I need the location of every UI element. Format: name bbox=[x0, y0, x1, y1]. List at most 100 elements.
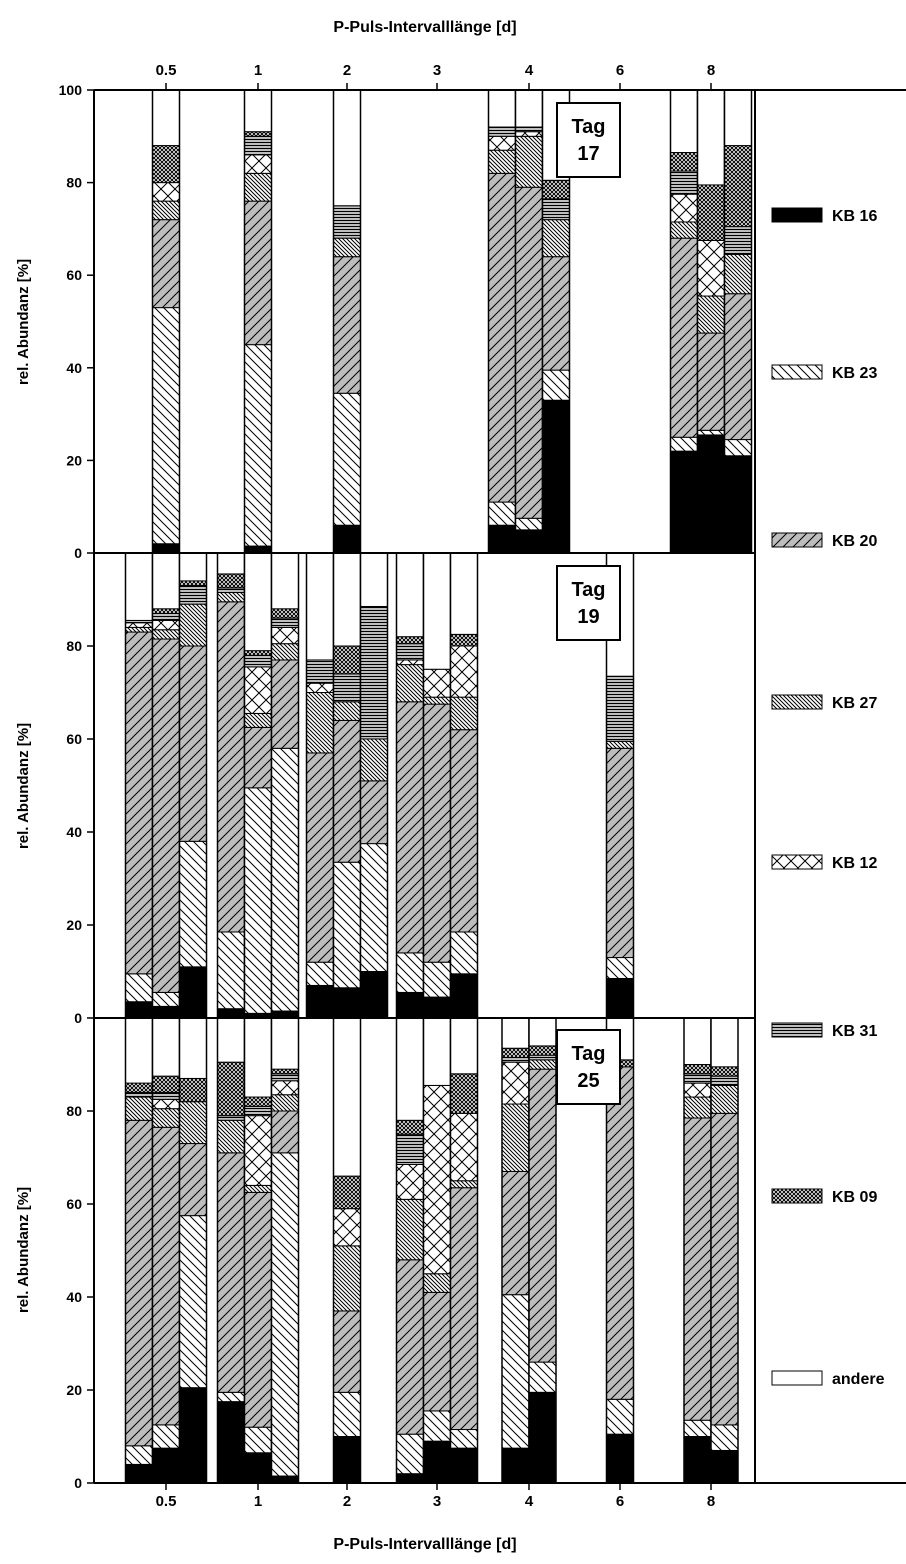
legend-label: KB 20 bbox=[832, 533, 877, 550]
bar bbox=[723, 89, 753, 554]
bar bbox=[696, 89, 726, 554]
legend-label: KB 27 bbox=[832, 695, 877, 712]
bar-segment-kb09 bbox=[271, 1068, 299, 1075]
bar-segment-kb20 bbox=[606, 747, 634, 959]
bar-segment-kb16 bbox=[423, 996, 451, 1019]
bar-segment-kb23 bbox=[306, 961, 334, 986]
legend-item-kb23: KB 23 bbox=[771, 364, 877, 382]
bar-segment-andere bbox=[152, 89, 180, 147]
legend-label: KB 12 bbox=[832, 855, 877, 872]
x-tick-label-top: 8 bbox=[707, 62, 715, 79]
bar-segment-andere bbox=[528, 1017, 557, 1047]
bar-segment-kb12 bbox=[152, 619, 180, 631]
bar-segment-andere bbox=[724, 89, 752, 147]
bar-segment-andere bbox=[670, 89, 698, 154]
bar-segment-kb20 bbox=[423, 703, 451, 963]
x-tick-label-bottom: 0.5 bbox=[156, 1493, 177, 1510]
bar-segment-kb31 bbox=[333, 673, 361, 703]
bar-segment-kb12 bbox=[488, 135, 516, 151]
bar-segment-kb16 bbox=[179, 1387, 207, 1484]
bar-segment-kb27 bbox=[670, 221, 698, 239]
axis-ticks: 0 20 40 60 80 100 0 20 40 60 80 0 20 40 60 80 0.5 0.5 1 1 2 2… bbox=[59, 62, 716, 1510]
bar-segment-kb20 bbox=[152, 1126, 180, 1426]
y-tick-label: 0 bbox=[74, 545, 82, 561]
bar-segment-kb16 bbox=[606, 977, 634, 1019]
bar bbox=[243, 89, 273, 554]
day-label-word: Tag bbox=[571, 116, 605, 138]
bar-segment-kb09 bbox=[244, 131, 272, 137]
bar-segment-kb20 bbox=[152, 219, 180, 309]
bar-segment-kb31 bbox=[306, 659, 334, 684]
legend-swatch bbox=[771, 1370, 823, 1386]
panel-2: Tag 19 bbox=[93, 552, 755, 1019]
y-tick-label: 60 bbox=[66, 1196, 82, 1212]
bar-segment-kb09 bbox=[396, 1119, 424, 1135]
bar-segment-kb23 bbox=[423, 961, 451, 998]
day-label-number: 17 bbox=[577, 143, 599, 165]
bar bbox=[528, 1017, 557, 1484]
bar bbox=[151, 552, 181, 1019]
bar-segment-kb27 bbox=[450, 1180, 478, 1189]
bar-segment-kb16 bbox=[710, 1449, 739, 1484]
bar-segment-kb27 bbox=[450, 696, 478, 731]
day-label-box bbox=[556, 565, 621, 641]
bar bbox=[216, 552, 246, 1019]
bar-segment-kb20 bbox=[501, 1170, 530, 1296]
bar-segment-kb20 bbox=[244, 200, 272, 346]
bar-segment-kb12 bbox=[244, 1115, 272, 1186]
bar-segment-kb12 bbox=[152, 182, 180, 202]
bar-segment-kb31 bbox=[244, 654, 272, 668]
legend-box bbox=[754, 89, 906, 1484]
bar-segment-kb16 bbox=[125, 1001, 153, 1019]
bar-segment-andere bbox=[450, 552, 478, 635]
y-tick-label: 60 bbox=[66, 731, 82, 747]
bar bbox=[332, 89, 362, 554]
legend-item-andere: andere bbox=[771, 1370, 885, 1388]
bar bbox=[151, 89, 181, 554]
bar-segment-kb12 bbox=[697, 239, 725, 297]
bar-segment-kb09 bbox=[528, 1045, 557, 1056]
bar-segment-kb09 bbox=[670, 152, 698, 172]
bar-segment-kb27 bbox=[606, 740, 634, 749]
bar-segment-kb27 bbox=[333, 701, 361, 721]
y-tick-label: 60 bbox=[66, 267, 82, 283]
bar-segment-kb16 bbox=[217, 1401, 245, 1484]
bar bbox=[305, 552, 335, 1019]
x-tick-label-bottom: 1 bbox=[254, 1493, 262, 1510]
bar bbox=[270, 552, 300, 1019]
bar-segment-kb16 bbox=[360, 971, 388, 1019]
bar bbox=[178, 1017, 208, 1484]
bar-segment-kb31 bbox=[152, 1091, 180, 1100]
bar-segment-andere bbox=[360, 552, 388, 607]
bar-segment-kb27 bbox=[501, 1103, 530, 1172]
bar-segment-kb20 bbox=[542, 256, 570, 371]
legend: KB 16 KB 23 KB 20 KB 27 KB 12 KB 31 KB 09 ander… bbox=[771, 207, 885, 1388]
svg-text:rel. Abundanz [%]: rel. Abundanz [%] bbox=[15, 1187, 32, 1313]
y-axis-title-panel-1: rel. Abundanz [%] bbox=[15, 259, 32, 385]
legend-swatch bbox=[771, 207, 823, 223]
bar-segment-kb16 bbox=[152, 543, 180, 554]
bar bbox=[395, 1017, 425, 1484]
bar-segment-kb27 bbox=[697, 295, 725, 334]
bar-segment-kb23 bbox=[244, 344, 272, 547]
bar-segment-kb31 bbox=[179, 585, 207, 605]
legend-swatch bbox=[771, 364, 823, 380]
bar bbox=[243, 1017, 273, 1484]
day-label-word: Tag bbox=[571, 1043, 605, 1065]
y-tick-label: 80 bbox=[66, 175, 82, 191]
bar-segment-kb16 bbox=[528, 1391, 557, 1484]
bar-segment-kb12 bbox=[152, 1098, 180, 1110]
bar-segment-kb27 bbox=[423, 1273, 451, 1293]
bar-segment-kb12 bbox=[244, 666, 272, 714]
bar-segment-kb27 bbox=[244, 172, 272, 202]
bar-segment-kb09 bbox=[244, 650, 272, 656]
bar-segment-andere bbox=[488, 89, 516, 128]
bar bbox=[124, 552, 154, 1019]
legend-label: KB 31 bbox=[832, 1023, 877, 1040]
bar-segment-kb27 bbox=[271, 643, 299, 661]
bar-segment-kb27 bbox=[396, 1198, 424, 1261]
bar-segment-kb27 bbox=[542, 219, 570, 258]
bar-segment-kb27 bbox=[360, 738, 388, 782]
legend-label: andere bbox=[832, 1371, 885, 1388]
bar bbox=[449, 1017, 479, 1484]
